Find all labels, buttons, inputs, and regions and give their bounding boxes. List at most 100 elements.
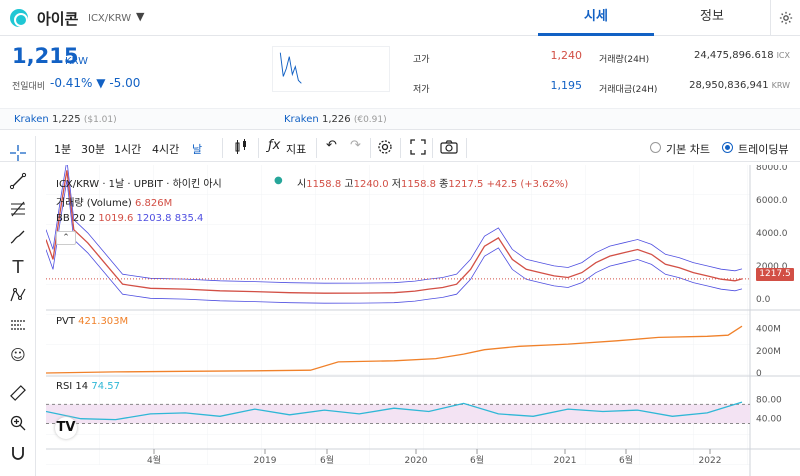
volume-legend-label: 거래량 (Volume) — [56, 198, 132, 209]
collapse-legend-button[interactable]: ⌃ — [56, 231, 76, 245]
open-label: 시 — [297, 179, 307, 190]
drawing-toolbar: T ☺ — [0, 136, 36, 476]
divider — [432, 138, 433, 158]
low-value: 1,195 — [550, 79, 583, 92]
x-tick-label: 6월 — [619, 454, 633, 466]
pvt-legend: PVT 421.303M — [56, 316, 128, 327]
volume-label: 거래량(24H) — [599, 55, 650, 65]
indicators-button[interactable]: 지표 — [286, 143, 307, 156]
close-value: 1217.5 — [448, 179, 484, 190]
pattern-tool-icon[interactable] — [7, 284, 29, 306]
magnet-icon[interactable] — [7, 442, 29, 464]
exchange-price-krw: 1,225 — [52, 114, 81, 125]
bb-legend: BB 20 2 1019.6 1203.8 835.4 — [56, 213, 203, 224]
divider — [400, 138, 401, 158]
ruler-icon[interactable] — [7, 382, 29, 404]
y-tick-label: 400M — [756, 325, 781, 335]
brush-icon[interactable] — [7, 226, 29, 248]
prediction-tool-icon[interactable] — [7, 314, 29, 336]
zoom-in-icon[interactable] — [7, 412, 29, 434]
close-label: 종 — [439, 179, 449, 190]
series-line-price — [46, 170, 743, 294]
bb-label: BB 20 2 — [56, 213, 96, 224]
divider — [316, 138, 317, 158]
interval-day[interactable]: 날 — [192, 143, 203, 156]
chart-settings-gear-icon[interactable] — [377, 139, 393, 158]
top-header: 아이콘 ICX/KRW ▼ 시세 정보 — [0, 0, 800, 36]
volume-value: 24,475,896.618 ICX — [650, 50, 790, 61]
pvt-value: 421.303M — [78, 316, 129, 327]
volume-legend-value: 6.826M — [134, 198, 173, 209]
coin-name[interactable]: 아이콘 — [37, 10, 79, 28]
high-value: 1240.0 — [353, 179, 389, 190]
tradingview-logo-icon[interactable]: TV — [55, 417, 77, 439]
exchange-price: 1,225 ($1.01) — [52, 114, 117, 125]
volume-legend: 거래량 (Volume) 6.826M — [56, 194, 172, 209]
divider — [466, 138, 467, 158]
crosshair-icon[interactable] — [7, 142, 29, 164]
exchange-name[interactable]: Kraken — [14, 114, 49, 125]
coin-dropdown-icon[interactable]: ▼ — [136, 10, 145, 23]
turnover-label: 거래대금(24H) — [599, 85, 658, 95]
change-percent: -0.41% — [50, 76, 93, 90]
turnover-value: 28,950,836,941 KRW — [650, 80, 790, 91]
tradingview-radio[interactable] — [722, 142, 733, 153]
interval-30m[interactable]: 30분 — [81, 143, 106, 156]
tab-quote[interactable]: 시세 — [538, 0, 654, 36]
y-tick-label: 2000.0 — [756, 262, 788, 272]
redo-icon[interactable]: ↷ — [350, 138, 361, 153]
interval-4h[interactable]: 4시간 — [152, 143, 180, 156]
change-amount: ▼ -5.00 — [96, 76, 141, 90]
y-tick-label: 4000.0 — [756, 229, 788, 239]
divider — [222, 138, 223, 158]
bb-basis: 1019.6 — [98, 213, 134, 224]
basic-chart-label[interactable]: 기본 차트 — [666, 143, 710, 156]
text-tool-icon[interactable]: T — [12, 256, 24, 278]
fib-tool-icon[interactable] — [7, 198, 29, 220]
rsi-value: 74.57 — [91, 381, 120, 392]
delta-value: +42.5 (+3.62%) — [486, 179, 569, 190]
interval-1h[interactable]: 1시간 — [114, 143, 142, 156]
price-chart[interactable]: 8000.0 6000.0 4000.0 2000.0 0.0 400M 200M 0 80.0… — [46, 165, 800, 476]
settings-gear-icon[interactable] — [770, 0, 800, 36]
x-tick-label: 2019 — [254, 456, 277, 466]
bb-upper-line — [46, 165, 743, 284]
change-values: -0.41% ▼ -5.00 — [50, 76, 140, 90]
chart-panes: 8000.0 6000.0 4000.0 2000.0 0.0 400M 200M 0 80.0… — [46, 165, 800, 476]
series-line-pvt — [46, 325, 743, 374]
coin-pair[interactable]: ICX/KRW — [88, 13, 132, 24]
x-tick-label: 2021 — [554, 456, 577, 466]
fullscreen-icon[interactable] — [410, 139, 426, 158]
exchange-price-krw: 1,226 — [322, 114, 351, 125]
bb-lower: 835.4 — [174, 213, 204, 224]
live-dot-icon: ● — [274, 175, 283, 186]
screenshot-camera-icon[interactable] — [440, 140, 458, 157]
interval-1m[interactable]: 1분 — [54, 143, 72, 156]
y-tick-label: 40.00 — [756, 415, 782, 425]
open-value: 1158.8 — [306, 179, 342, 190]
high-label: 고가 — [413, 55, 430, 65]
series-line-rsi — [46, 401, 743, 421]
sparkline-path — [279, 52, 302, 84]
chart-toolbar: 1분 30분 1시간 4시간 날 ƒx 지표 ↶ ↷ 기본 차트 트레이딩뷰 — [0, 134, 800, 162]
coin-logo-icon — [10, 9, 28, 27]
turnover-number: 28,950,836,941 — [689, 80, 769, 91]
undo-icon[interactable]: ↶ — [326, 138, 337, 153]
tab-info[interactable]: 정보 — [700, 9, 724, 24]
emoji-icon[interactable]: ☺ — [10, 346, 26, 364]
trend-line-icon[interactable] — [7, 170, 29, 192]
exchange-name[interactable]: Kraken — [284, 114, 319, 125]
y-tick-label: 0.0 — [756, 295, 771, 305]
volume-unit: ICX — [776, 51, 790, 60]
divider — [258, 138, 259, 158]
divider — [370, 138, 371, 158]
exchange-price-usd: ($1.01) — [83, 115, 117, 125]
high-label: 고 — [344, 179, 354, 190]
chart-symbol: ICX/KRW · 1날 · UPBIT · 하이킨 아시 — [56, 179, 222, 190]
candle-type-icon[interactable] — [234, 139, 248, 158]
turnover-unit: KRW — [771, 81, 790, 90]
basic-chart-radio[interactable] — [650, 142, 661, 153]
tradingview-label[interactable]: 트레이딩뷰 — [738, 143, 789, 156]
fx-icon[interactable]: ƒx — [268, 138, 281, 153]
exchange-price-eur: (€0.91) — [353, 115, 387, 125]
